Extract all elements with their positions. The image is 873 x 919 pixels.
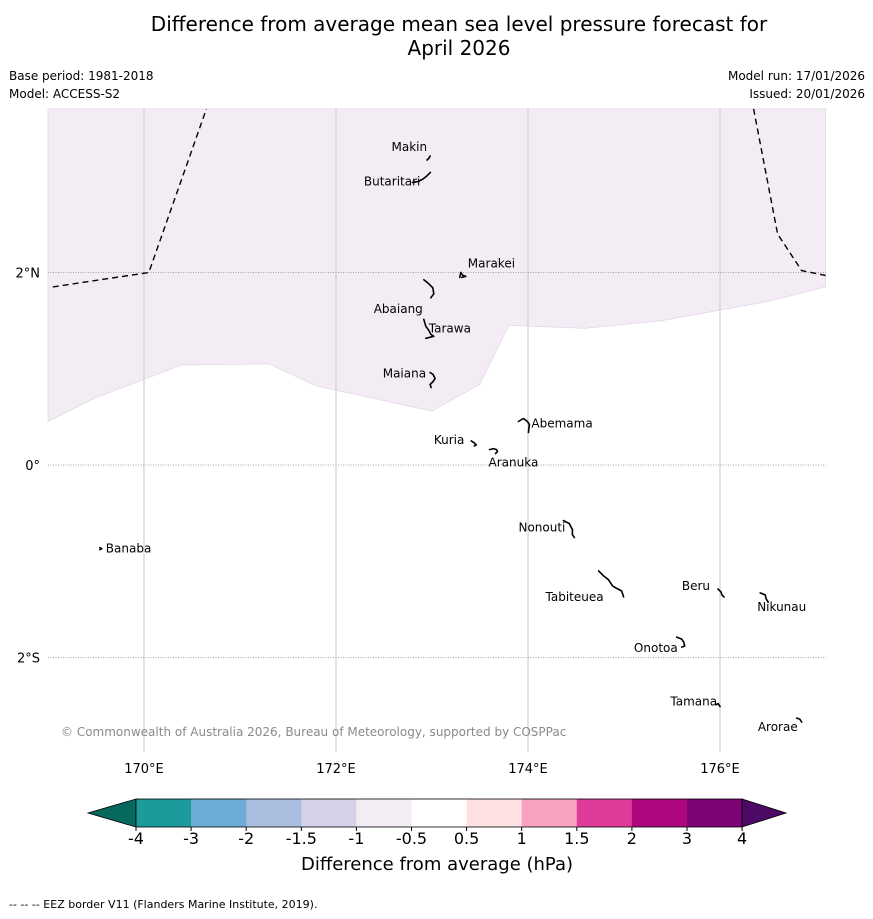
colorbar-tick-label: 0.5	[454, 829, 479, 848]
island-label-banaba: Banaba	[106, 542, 152, 556]
colorbar-tick-label: 1	[517, 829, 527, 848]
lon-tick-label: 176°E	[700, 762, 740, 777]
eez-footer-note: -- -- -- EEZ border V11 (Flanders Marine…	[9, 898, 318, 911]
island-nikunau-outline	[759, 592, 770, 603]
colorbar-segment-8	[576, 799, 633, 827]
lon-tick-label: 172°E	[316, 762, 356, 777]
island-tabiteuea-outline	[597, 570, 625, 598]
island-label-tamana: Tamana	[669, 695, 717, 709]
eez-border-east	[752, 108, 826, 277]
colorbar-tick-label: -2	[238, 829, 254, 848]
island-label-maiana: Maiana	[383, 366, 426, 380]
title-line-2: April 2026	[407, 36, 511, 60]
colorbar-segment-2	[246, 799, 302, 827]
island-makin-outline	[426, 155, 431, 161]
island-kuria-outline	[470, 440, 478, 447]
map-layer: 170°E 172°E 174°E 176°E 2°N 0° 2°S Makin Butarit…	[16, 108, 826, 777]
issued-date: Issued: 20/01/2026	[749, 87, 865, 101]
island-label-beru: Beru	[682, 579, 710, 593]
colorbar-segment-4	[356, 799, 412, 827]
colorbar-extend-low	[86, 798, 137, 828]
lat-tick-label: 2°N	[16, 267, 41, 282]
page-title: Difference from average mean sea level p…	[0, 12, 873, 60]
island-label-tabiteuea: Tabiteuea	[545, 590, 604, 604]
eez-border-west	[52, 108, 208, 288]
lat-tick-label: 0°	[25, 459, 40, 474]
island-tamana-outline	[715, 702, 721, 708]
model-run: Model run: 17/01/2026	[727, 69, 865, 83]
lon-tick-label: 174°E	[508, 762, 548, 777]
colorbar-tick-label: 4	[737, 829, 747, 848]
lon-tick-label: 170°E	[124, 762, 164, 777]
pressure-anomaly-region	[47, 108, 826, 423]
colorbar-segment-3	[301, 799, 357, 827]
colorbar-extend-high	[741, 798, 788, 828]
colorbar: -4 -3 -2 -1.5 -1 -0.5 0.5 1 1.5 2 3 4 Difference fro…	[86, 798, 788, 875]
island-arorae-outline	[795, 717, 803, 723]
colorbar-segment-10	[687, 799, 743, 827]
colorbar-tick-label: 2	[627, 829, 637, 848]
island-label-abaiang: Abaiang	[374, 302, 423, 316]
island-label-butaritari: Butaritari	[364, 174, 421, 188]
island-nonouti-outline	[562, 519, 576, 539]
island-label-makin: Makin	[392, 140, 428, 154]
island-abemama-outline	[517, 417, 531, 434]
island-label-marakei: Marakei	[468, 256, 515, 270]
colorbar-segment-7	[521, 799, 578, 827]
colorbar-tick-label: -0.5	[396, 829, 427, 848]
colorbar-tick-label: 1.5	[564, 829, 589, 848]
colorbar-tick-label: 3	[682, 829, 692, 848]
colorbar-segment-5	[411, 799, 468, 827]
island-label-onotoa: Onotoa	[634, 641, 678, 655]
island-abaiang-outline	[422, 278, 435, 299]
colorbar-segment-9	[631, 799, 688, 827]
colorbar-segment-0	[136, 799, 192, 827]
island-label-nonouti: Nonouti	[518, 521, 565, 535]
island-onotoa-outline	[675, 636, 686, 648]
colorbar-tick-label: -3	[183, 829, 199, 848]
island-butaritari-outline	[411, 171, 432, 184]
island-tarawa-outline	[422, 318, 435, 340]
island-marakei-outline	[458, 271, 467, 279]
colorbar-tick-label: -4	[128, 829, 144, 848]
colorbar-tick-label: -1.5	[286, 829, 317, 848]
colorbar-segment-6	[466, 799, 523, 827]
island-aranuka-outline	[488, 447, 499, 455]
island-label-arorae: Arorae	[758, 720, 798, 734]
colorbar-segment-1	[191, 799, 247, 827]
island-label-abemama: Abemama	[531, 417, 592, 431]
island-label-kuria: Kuria	[434, 433, 465, 447]
base-period: Base period: 1981-2018	[9, 69, 154, 83]
island-banaba-outline	[99, 546, 103, 551]
island-label-nikunau: Nikunau	[757, 600, 806, 614]
island-maiana-outline	[429, 371, 436, 389]
map-copyright: © Commonwealth of Australia 2026, Bureau…	[61, 725, 566, 739]
meta-left: Base period: 1981-2018 Model: ACCESS-S2	[9, 67, 154, 103]
title-line-1: Difference from average mean sea level p…	[150, 12, 768, 36]
lat-tick-label: 2°S	[17, 652, 40, 667]
meta-right: Model run: 17/01/2026 Issued: 20/01/2026	[728, 67, 865, 103]
colorbar-label: Difference from average (hPa)	[301, 854, 573, 875]
colorbar-tick-label: -1	[348, 829, 364, 848]
island-label-tarawa: Tarawa	[428, 321, 471, 335]
model-name: Model: ACCESS-S2	[9, 87, 121, 101]
island-beru-outline	[717, 588, 725, 598]
island-label-aranuka: Aranuka	[489, 456, 539, 470]
